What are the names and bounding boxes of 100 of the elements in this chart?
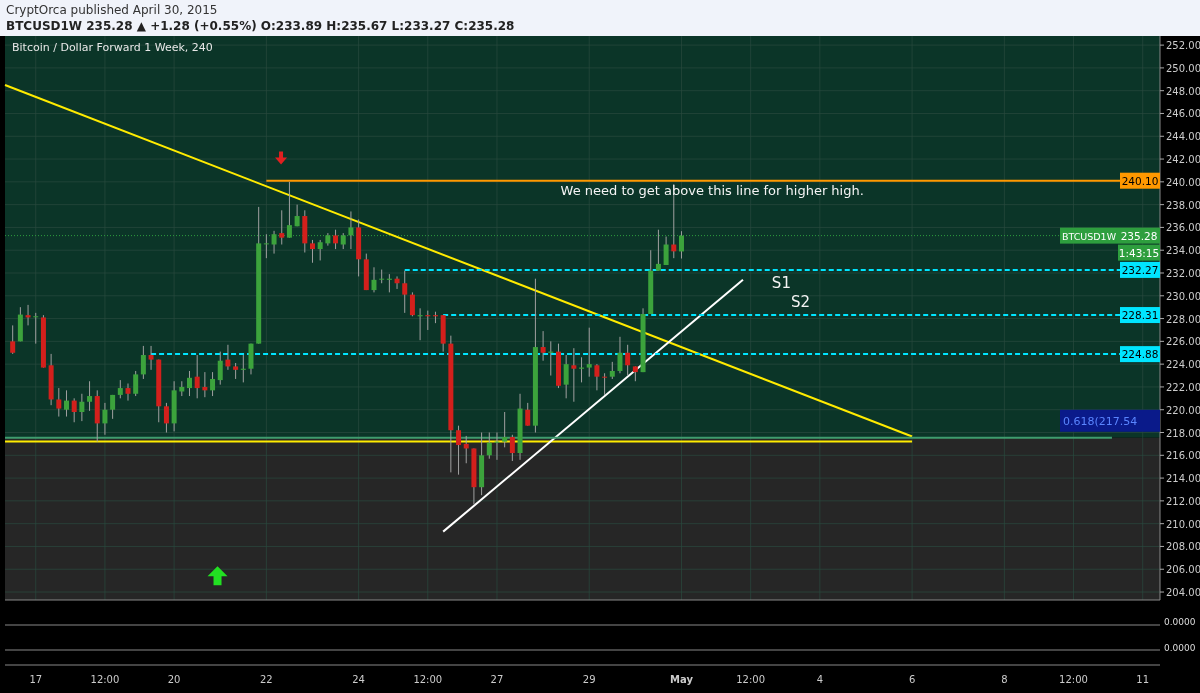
candlestick	[125, 383, 131, 402]
y-tick-label: 218.00	[1166, 427, 1200, 439]
annotation: 1:43:15	[1118, 246, 1160, 259]
y-tick-label: 210.00	[1166, 518, 1200, 530]
y-tick-label: 214.00	[1166, 473, 1200, 485]
ref-line-label: 235.28	[1120, 229, 1158, 242]
candlestick	[279, 209, 285, 246]
x-tick-label: 12:00	[736, 674, 766, 685]
y-tick-label: 248.00	[1166, 85, 1200, 97]
candlestick	[102, 402, 108, 436]
data-label: 240.10	[1121, 174, 1159, 187]
candlestick	[502, 411, 508, 448]
candlestick	[140, 345, 146, 380]
chart-subtitle: BTCUSD1W 235.28 ▲ +1.28 (+0.55%) O:233.89 H:235.67 L:233.27 C:235.28	[6, 19, 515, 33]
x-tick-label: 12:00	[90, 674, 120, 685]
text: 0.0000	[1164, 643, 1196, 653]
candlestick	[563, 354, 569, 399]
y-tick-label: 234.00	[1166, 245, 1200, 257]
candlestick	[663, 236, 669, 266]
x-tick-label: 22	[260, 674, 273, 685]
candlestick	[25, 304, 31, 326]
data-label: 228.31	[1121, 309, 1159, 322]
candlestick	[333, 229, 339, 250]
text: 0.0000	[1164, 617, 1196, 627]
y-tick-label: 230.00	[1166, 290, 1200, 302]
candlestick	[586, 327, 592, 378]
candlestick	[678, 230, 684, 260]
annotation: BTCUSD1W	[1061, 230, 1117, 242]
y-tick-label: 232.00	[1166, 267, 1200, 279]
y-tick-label: 236.00	[1166, 222, 1200, 234]
y-tick-label: 242.00	[1166, 154, 1200, 166]
candlestick	[617, 336, 623, 374]
candlestick	[371, 266, 377, 293]
candlestick	[348, 210, 354, 250]
candlestick	[509, 434, 515, 462]
candlestick	[625, 344, 631, 377]
y-tick-label: 220.00	[1166, 404, 1200, 416]
x-tick-label: 24	[352, 674, 365, 685]
annotation: S2	[791, 293, 811, 312]
candlestick	[210, 371, 216, 397]
candlestick	[117, 379, 123, 399]
x-tick-label: 20	[167, 674, 181, 685]
candlestick	[217, 351, 223, 386]
y-tick-label: 204.00	[1166, 587, 1200, 599]
y-tick-label: 212.00	[1166, 495, 1200, 507]
y-tick-label: 250.00	[1166, 62, 1200, 74]
candlestick	[194, 354, 200, 399]
candlestick	[148, 345, 154, 371]
candlestick	[10, 324, 16, 355]
candlestick	[87, 380, 93, 412]
candlestick	[655, 229, 661, 272]
y-tick-label: 228.00	[1166, 313, 1200, 325]
x-tick-label: 17	[29, 674, 43, 685]
candlestick	[33, 312, 39, 345]
candlestick	[540, 330, 546, 362]
candlestick	[409, 291, 415, 317]
x-tick-label: 12:00	[1059, 674, 1088, 685]
candlestick	[271, 230, 277, 255]
y-tick-label: 208.00	[1166, 541, 1200, 553]
candlestick	[71, 397, 77, 423]
y-tick-label: 206.00	[1166, 564, 1200, 576]
candlestick	[317, 239, 323, 261]
annotation: S1	[771, 273, 791, 292]
y-tick-label: 244.00	[1166, 131, 1200, 143]
text: Bitcoin / Dollar Forward 1 Week, 240	[12, 41, 213, 54]
candlestick	[286, 181, 292, 239]
candlestick	[602, 372, 608, 396]
x-tick-label: 6	[908, 674, 916, 685]
data-label: 224.88	[1121, 348, 1159, 361]
y-tick-label: 246.00	[1166, 108, 1200, 120]
x-tick-label: 4	[816, 674, 824, 685]
candlestick	[64, 389, 69, 418]
candlestick	[525, 402, 531, 427]
y-tick-label: 238.00	[1166, 199, 1200, 211]
candlestick	[402, 270, 408, 314]
candlestick	[186, 370, 192, 397]
annotation: 0.618(217.54	[1063, 414, 1138, 428]
candlestick	[163, 402, 169, 434]
x-tick-label: May	[670, 674, 694, 685]
y-tick-label: 216.00	[1166, 450, 1200, 462]
x-tick-label: 11	[1136, 674, 1150, 685]
candlestick	[594, 363, 600, 391]
candlestick	[56, 387, 62, 418]
y-tick-label: 240.00	[1166, 176, 1200, 188]
candlestick	[571, 347, 577, 403]
y-tick-label: 224.00	[1166, 359, 1200, 371]
x-tick-label: 27	[490, 674, 504, 685]
candlestick	[79, 393, 85, 422]
y-tick-label: 226.00	[1166, 336, 1200, 348]
candlestick	[133, 370, 139, 397]
y-tick-label: 252.00	[1166, 40, 1200, 52]
candlestick	[456, 425, 462, 476]
y-tick-label: 222.00	[1166, 381, 1200, 393]
x-tick-label: 12:00	[413, 674, 443, 685]
data-label: 232.27	[1121, 263, 1159, 276]
candlestick	[263, 233, 269, 259]
x-tick-label: 29	[582, 674, 596, 685]
text: CryptOrca published April 30, 2015	[6, 3, 218, 17]
candlestick	[486, 432, 492, 460]
annotation: We need to get above this line for higher high.	[560, 182, 864, 198]
